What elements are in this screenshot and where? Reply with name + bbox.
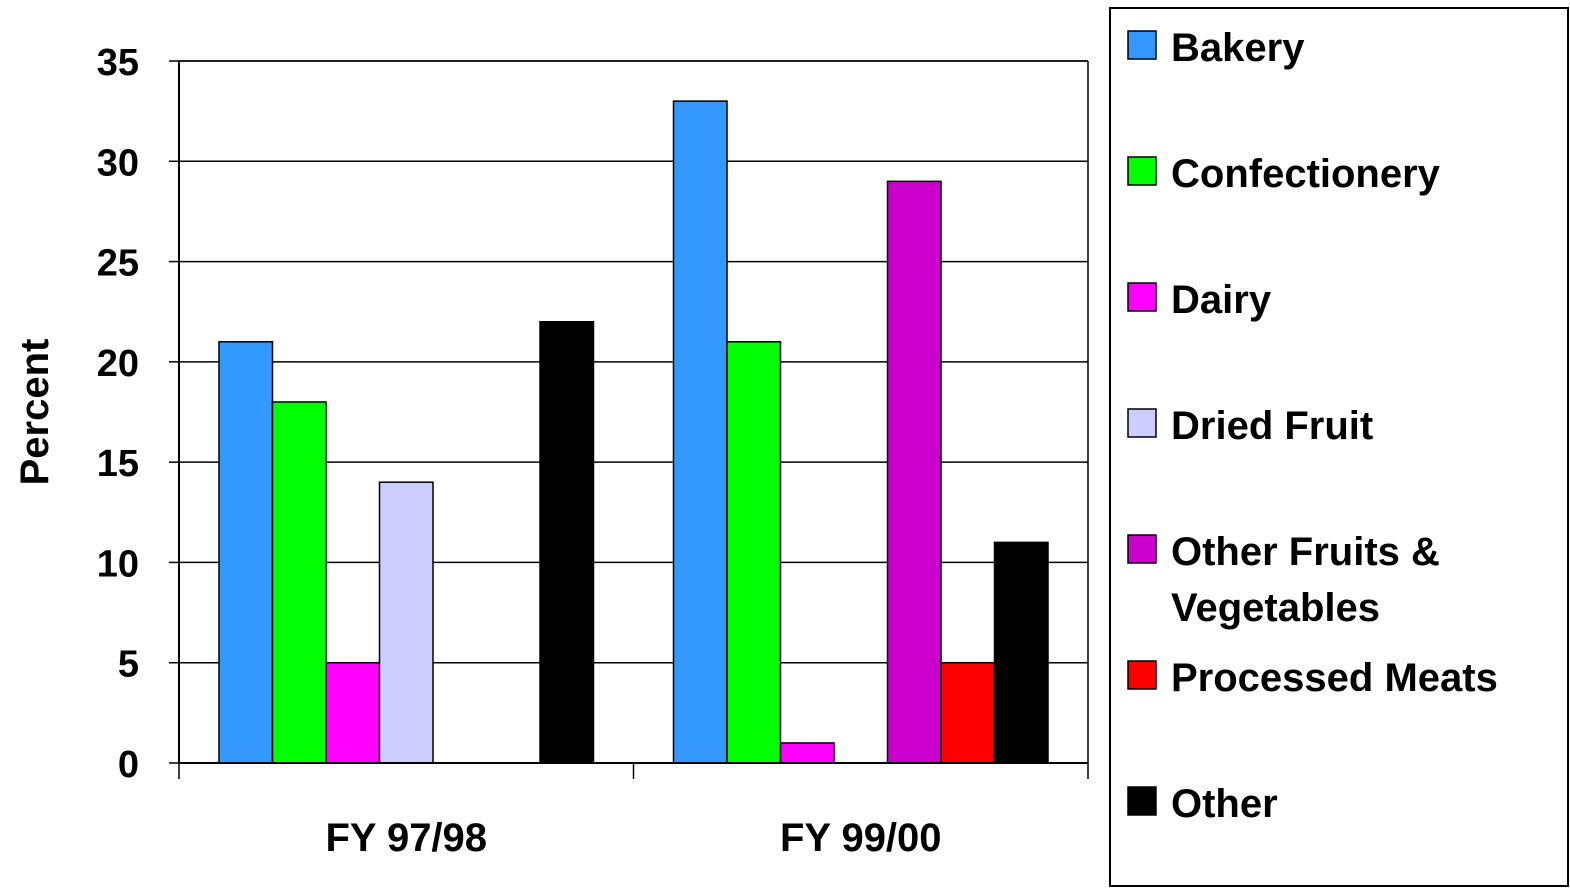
bar-dried-fruit xyxy=(378,481,434,764)
legend-box xyxy=(1109,7,1569,887)
bar-dairy xyxy=(325,661,381,764)
bar-dairy xyxy=(779,742,835,764)
bar-other xyxy=(539,320,595,764)
bar-other-fruits-vegetables xyxy=(886,180,942,764)
legend-label: Other xyxy=(1171,782,1278,826)
y-tick-label: 20 xyxy=(97,343,139,385)
y-axis-ticks: 0 5 10 15 20 25 30 35 xyxy=(97,42,179,786)
y-tick-label: 0 xyxy=(118,744,139,786)
legend-swatch xyxy=(1127,282,1157,312)
x-tick-label: FY 99/00 xyxy=(780,816,942,860)
y-tick-label: 10 xyxy=(97,543,139,585)
bars xyxy=(218,100,1049,764)
legend-label: Processed Meats xyxy=(1171,656,1498,700)
y-tick-label: 30 xyxy=(97,142,139,184)
legend-swatch xyxy=(1127,30,1157,60)
legend-label: Bakery xyxy=(1171,26,1305,70)
legend-label: Dried Fruit xyxy=(1171,404,1373,448)
legend-swatch xyxy=(1127,156,1157,186)
bar-bakery xyxy=(218,341,274,764)
legend-label: Confectionery xyxy=(1171,152,1441,196)
y-axis-label: Percent xyxy=(13,339,57,486)
legend-swatch xyxy=(1127,660,1157,690)
legend-swatch xyxy=(1127,534,1157,564)
bar-bakery xyxy=(672,100,728,764)
bar-confectionery xyxy=(271,401,327,764)
legend-label: Other Fruits & Vegetables xyxy=(1171,530,1440,630)
legend-swatch xyxy=(1127,408,1157,438)
bar-other xyxy=(993,541,1049,764)
y-tick-label: 15 xyxy=(97,443,139,485)
x-axis-ticks: FY 97/98 FY 99/00 xyxy=(178,763,1089,860)
legend-label: Dairy xyxy=(1171,278,1272,322)
y-tick-label: 5 xyxy=(118,644,139,686)
legend-swatch xyxy=(1127,786,1157,816)
x-tick-label: FY 97/98 xyxy=(325,816,487,860)
y-tick-label: 35 xyxy=(97,42,139,84)
bar-confectionery xyxy=(726,341,782,764)
bar-processed-meats xyxy=(940,661,996,764)
legend: Bakery Confectionery Dairy Dried Fruit Other… xyxy=(1109,7,1569,887)
y-tick-label: 25 xyxy=(97,243,139,285)
